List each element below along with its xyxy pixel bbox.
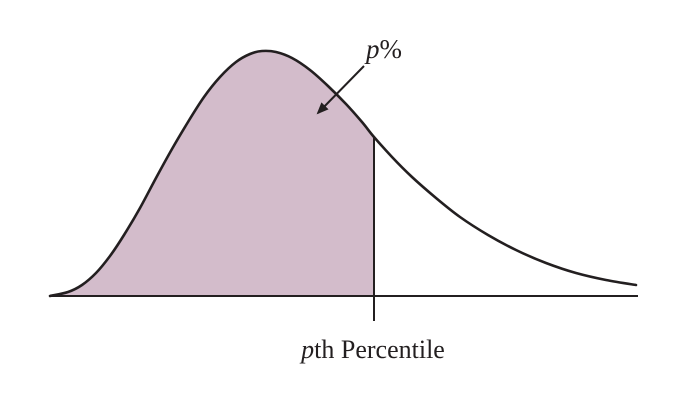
- density-curve: [48, 49, 638, 298]
- percentile-label: pth Percentile: [299, 335, 445, 364]
- callout-arrow: [316, 65, 365, 115]
- shaded-area-below-percentile: [50, 50, 374, 296]
- callout-percent-sign: %: [380, 34, 403, 64]
- callout-variable: p: [364, 34, 380, 64]
- callout-label: p%: [364, 34, 402, 64]
- percentile-variable: p: [299, 335, 314, 364]
- percentile-text: th Percentile: [314, 335, 445, 364]
